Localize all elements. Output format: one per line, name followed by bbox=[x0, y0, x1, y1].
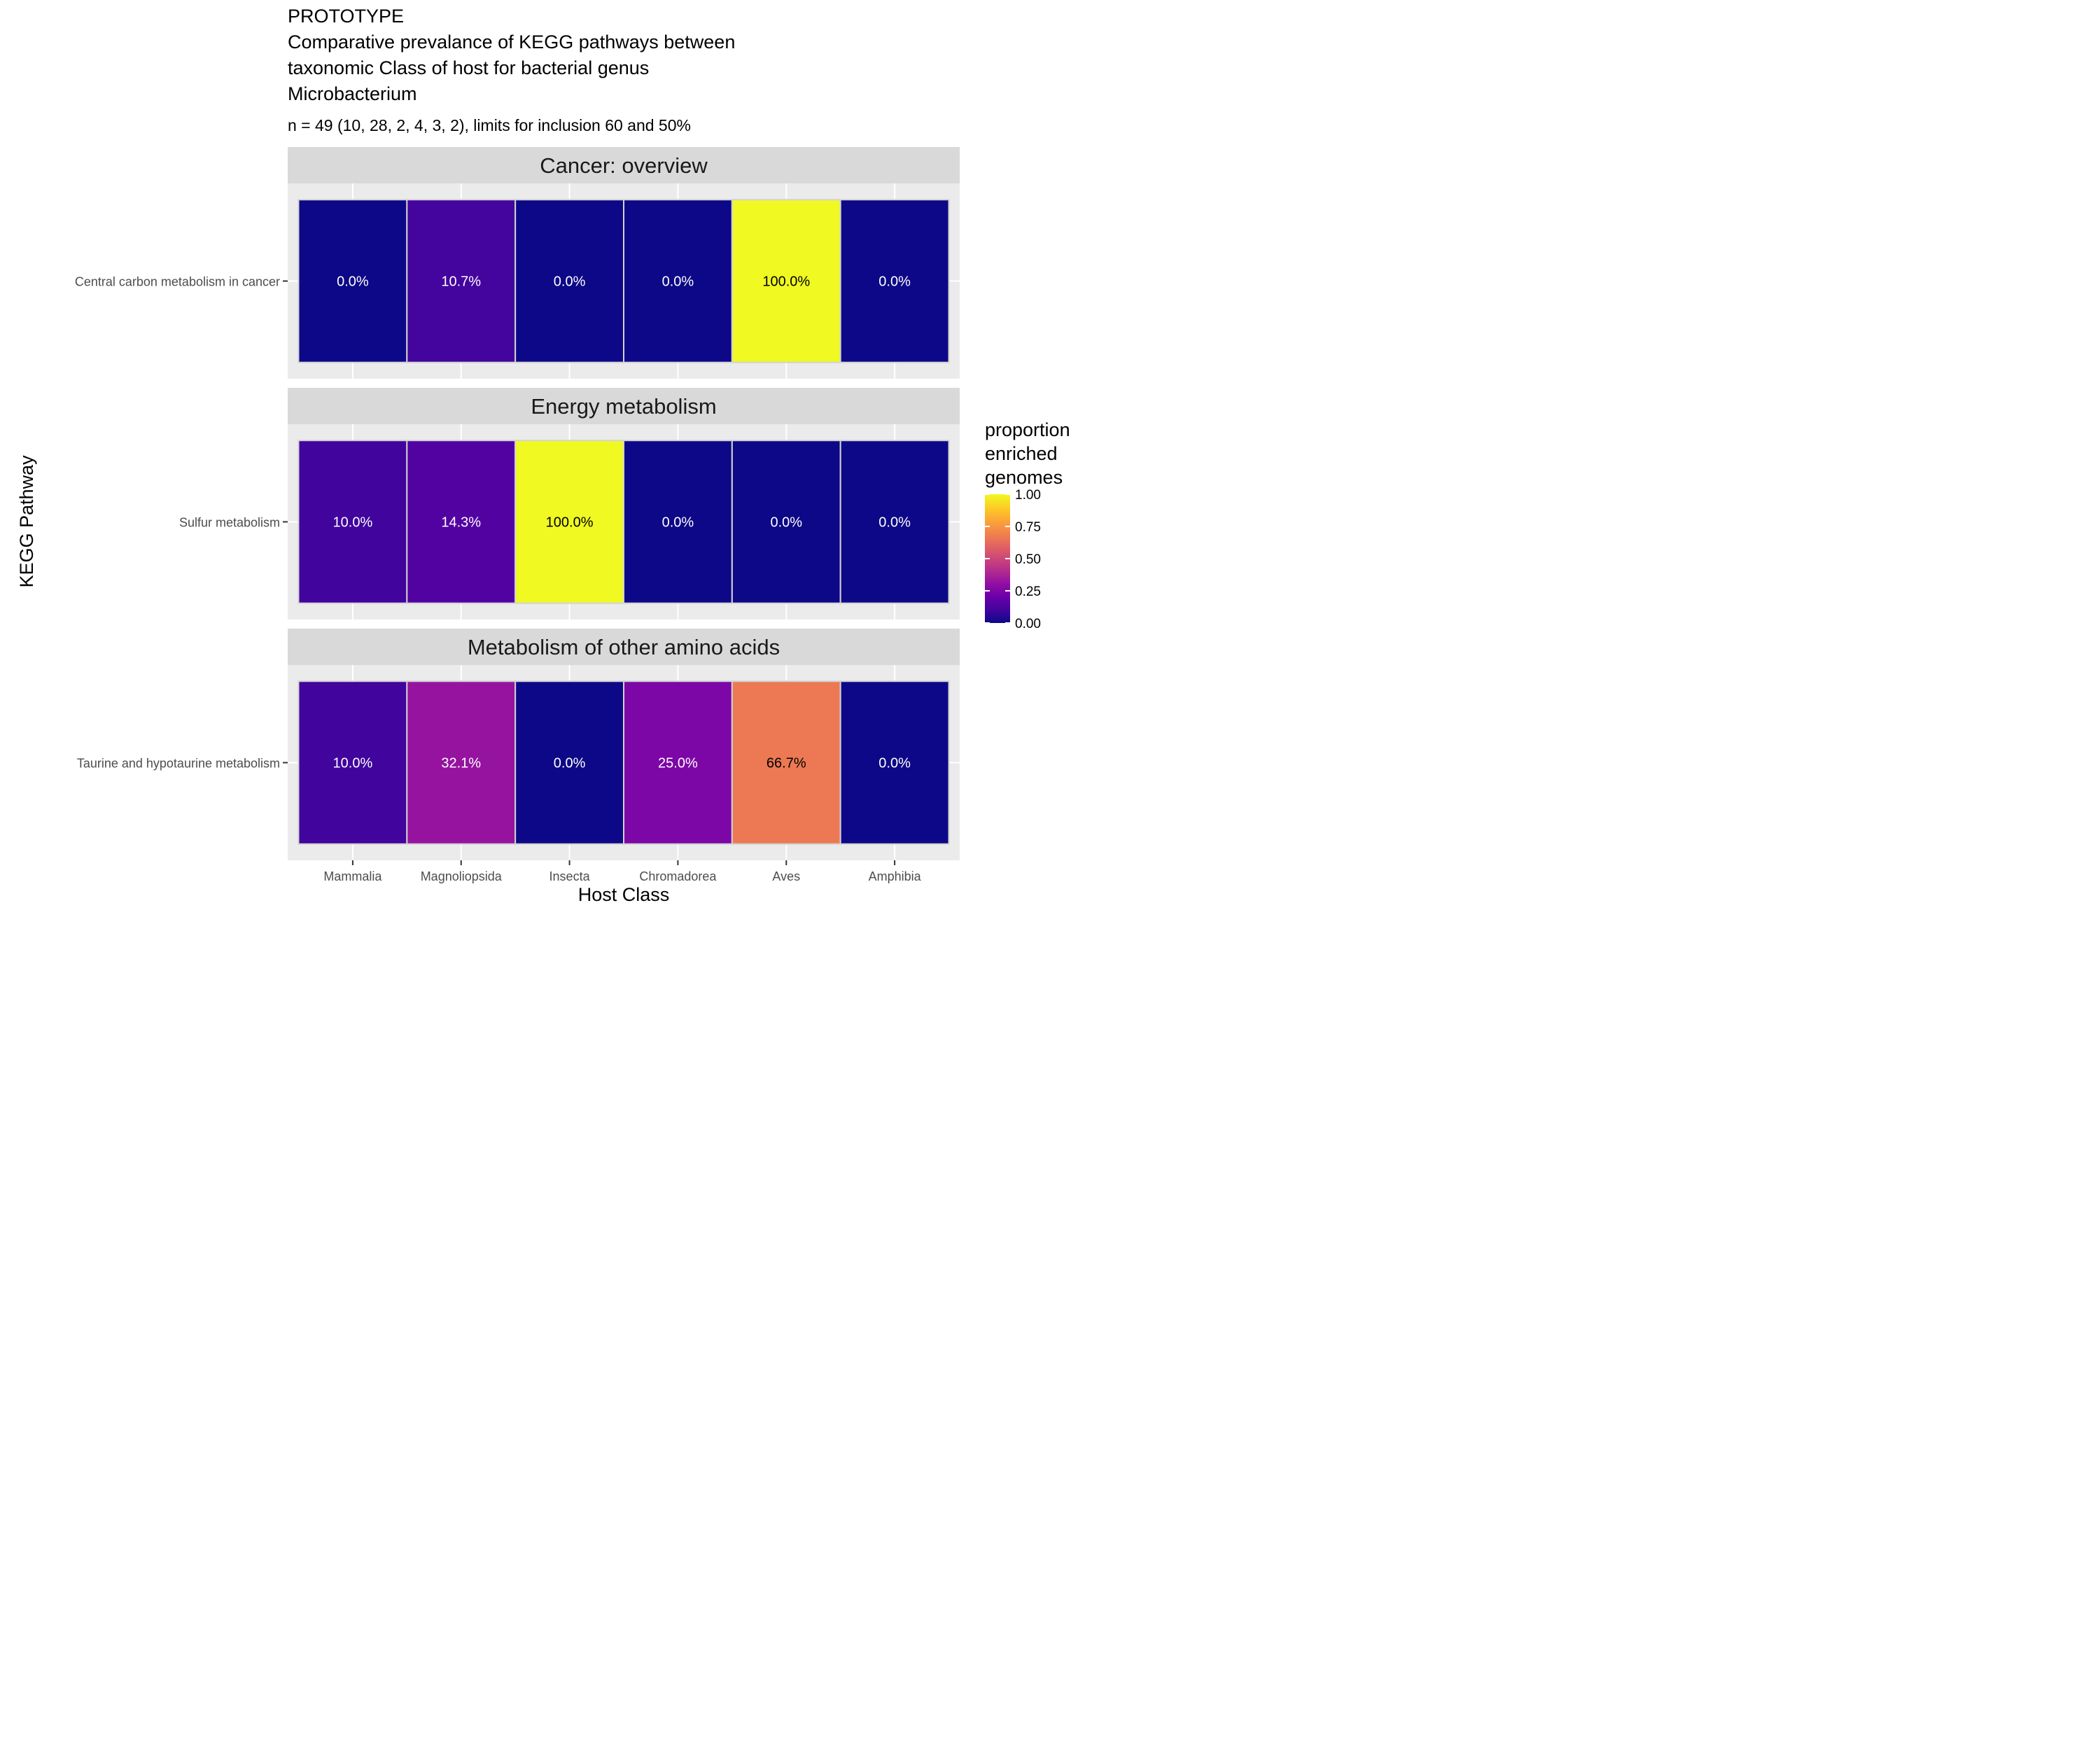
heatmap-cell bbox=[298, 199, 408, 363]
heatmap-cell bbox=[298, 680, 408, 845]
cell-label: 0.0% bbox=[337, 274, 369, 290]
y-axis-title: KEGG Pathway bbox=[16, 455, 37, 588]
heatmap-cell bbox=[514, 199, 625, 363]
cell-label: 0.0% bbox=[878, 274, 911, 290]
legend-tick-label: 0.50 bbox=[1015, 552, 1041, 567]
heatmap-cell bbox=[406, 440, 517, 604]
facet-strip bbox=[288, 147, 960, 183]
facet-strip bbox=[288, 629, 960, 665]
chart-title-line-1: PROTOTYPE bbox=[288, 6, 405, 27]
cell-label: 10.0% bbox=[333, 756, 373, 771]
heatmap-cell bbox=[406, 199, 517, 363]
facet-strip-label: Energy metabolism bbox=[531, 394, 716, 419]
heatmap-cell bbox=[514, 680, 625, 845]
legend-tick-label: 0.25 bbox=[1015, 584, 1041, 599]
y-tick-label: Central carbon metabolism in cancer bbox=[75, 275, 280, 289]
heatmap-cell bbox=[623, 680, 733, 845]
chart-title-line-4: Microbacterium bbox=[288, 83, 417, 104]
legend-tick-label: 0.00 bbox=[1015, 617, 1041, 631]
x-axis-title: Host Class bbox=[578, 884, 670, 905]
cell-label: 0.0% bbox=[770, 515, 802, 531]
legend-title-line: genomes bbox=[985, 467, 1063, 488]
x-tick-label: Chromadorea bbox=[639, 869, 717, 883]
cell-label: 14.3% bbox=[441, 515, 481, 531]
heatmap-cell bbox=[731, 199, 841, 363]
heatmap-cell bbox=[839, 440, 950, 604]
heatmap-cell bbox=[731, 440, 841, 604]
facet-strip-label: Metabolism of other amino acids bbox=[468, 635, 780, 659]
chart-title-line-3: taxonomic Class of host for bacterial ge… bbox=[288, 57, 650, 78]
chart-root: PROTOTYPE Comparative prevalance of KEGG… bbox=[0, 0, 1088, 907]
chart-title-line-2: Comparative prevalance of KEGG pathways … bbox=[288, 31, 736, 52]
chart-subtitle: n = 49 (10, 28, 2, 4, 3, 2), limits for … bbox=[288, 116, 691, 134]
cell-label: 0.0% bbox=[662, 274, 694, 290]
heatmap-cell bbox=[839, 199, 950, 363]
cell-label: 100.0% bbox=[546, 515, 594, 531]
y-tick-label: Sulfur metabolism bbox=[179, 516, 280, 530]
cell-label: 10.0% bbox=[333, 515, 373, 531]
legend-tick-label: 0.75 bbox=[1015, 520, 1041, 535]
x-tick-label: Magnoliopsida bbox=[421, 869, 503, 883]
cell-label: 0.0% bbox=[554, 274, 586, 290]
heatmap-plot: Cancer: overview 0.0% 10.7% 0.0% 0.0% 100.0% 0… bbox=[16, 147, 1070, 905]
cell-label: 0.0% bbox=[878, 515, 911, 531]
heatmap-cell bbox=[298, 440, 408, 604]
x-tick-label: Aves bbox=[772, 869, 800, 883]
cell-label: 0.0% bbox=[878, 756, 911, 771]
facet-strip-label: Cancer: overview bbox=[540, 153, 708, 178]
y-tick-label: Taurine and hypotaurine metabolism bbox=[77, 757, 280, 771]
heatmap-cell bbox=[514, 440, 625, 604]
cell-label: 32.1% bbox=[441, 756, 481, 771]
cell-label: 100.0% bbox=[762, 274, 810, 290]
cell-label: 0.0% bbox=[662, 515, 694, 531]
heatmap-cell bbox=[839, 680, 950, 845]
cell-label: 0.0% bbox=[554, 756, 586, 771]
legend-title-line: proportion bbox=[985, 419, 1070, 440]
x-tick-label: Insecta bbox=[550, 869, 591, 883]
heatmap-cell bbox=[623, 440, 733, 604]
legend-tick-label: 1.00 bbox=[1015, 488, 1041, 503]
heatmap-cell bbox=[406, 680, 517, 845]
legend-title-line: enriched bbox=[985, 443, 1058, 464]
cell-label: 25.0% bbox=[658, 756, 698, 771]
cell-label: 10.7% bbox=[441, 274, 481, 290]
facet-strip bbox=[288, 388, 960, 424]
heatmap-cell bbox=[623, 199, 733, 363]
heatmap-cell bbox=[731, 680, 841, 845]
cell-label: 66.7% bbox=[766, 756, 806, 771]
x-tick-label: Amphibia bbox=[869, 869, 922, 883]
x-tick-label: Mammalia bbox=[323, 869, 382, 883]
